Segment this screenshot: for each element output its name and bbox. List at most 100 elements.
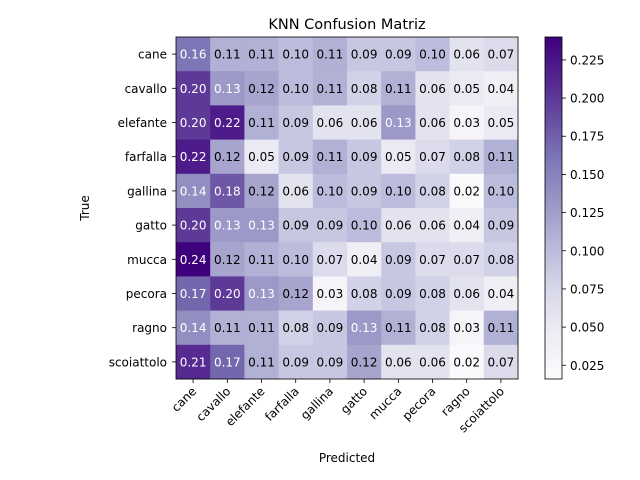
cell-value-label: 0.10 [385, 184, 412, 198]
heatmap-cell [483, 208, 519, 243]
cell-value-label: 0.09 [282, 355, 309, 369]
heatmap-cell [244, 71, 280, 106]
cell-value-label: 0.06 [385, 355, 412, 369]
x-tick-label: cane [169, 384, 199, 414]
heatmap-cell [381, 242, 416, 277]
y-tick-label: cavallo [125, 82, 167, 96]
cell-value-label: 0.06 [419, 116, 446, 130]
cell-value-label: 0.11 [248, 355, 275, 369]
cell-value-label: 0.12 [248, 82, 275, 96]
heatmap-cell [244, 139, 280, 175]
heatmap-cell [347, 173, 382, 209]
heatmap-cell [483, 310, 519, 346]
heatmap-cell [210, 71, 245, 106]
cell-value-label: 0.10 [282, 253, 309, 267]
x-tick-label: gatto [338, 384, 370, 416]
cell-value-label: 0.09 [317, 321, 344, 335]
cell-value-label: 0.20 [180, 82, 207, 96]
heatmap-cells: 0.16 0.11 0.11 0.10 0.11 0.09 0.09 0.10 0.06 0.07… [176, 37, 519, 380]
heatmap-cell [244, 276, 280, 312]
colorbar-tick-label: 0.050 [570, 321, 604, 335]
cell-value-label: 0.08 [453, 150, 480, 164]
cell-value-label: 0.07 [453, 253, 480, 267]
cell-value-label: 0.07 [419, 150, 446, 164]
heatmap-cell [415, 310, 451, 346]
cell-value-label: 0.18 [214, 184, 241, 198]
cell-value-label: 0.06 [351, 116, 378, 130]
heatmap-cell [312, 173, 348, 209]
heatmap-cell [449, 71, 485, 106]
cell-value-label: 0.09 [351, 48, 378, 62]
y-axis-label: True [78, 195, 92, 222]
y-tick-label: cane [138, 48, 167, 62]
heatmap-cell [483, 242, 519, 277]
heatmap-cell [347, 71, 382, 106]
cell-value-label: 0.13 [214, 82, 241, 96]
heatmap-cell [210, 310, 245, 346]
colorbar-ticks: 0.025 0.050 0.075 0.100 0.125 0.150 0.175 0.200… [562, 53, 604, 373]
cell-value-label: 0.09 [385, 48, 412, 62]
heatmap-cell [483, 276, 519, 312]
heatmap-cell [312, 139, 348, 175]
y-tick-label: gallina [127, 184, 167, 198]
colorbar-tick-label: 0.225 [570, 53, 604, 67]
heatmap-cell [176, 105, 211, 141]
x-axis-label: Predicted [319, 451, 375, 465]
heatmap-cell [312, 37, 348, 72]
x-tick-label: pecora [400, 384, 439, 423]
heatmap-cell [449, 37, 485, 72]
cell-value-label: 0.12 [214, 253, 241, 267]
heatmap-cell [381, 71, 416, 106]
colorbar: 0.025 0.050 0.075 0.100 0.125 0.150 0.175 0.200… [544, 36, 604, 380]
heatmap-cell [210, 344, 245, 380]
cell-value-label: 0.08 [351, 82, 378, 96]
heatmap-cell [381, 105, 416, 141]
heatmap-cell [176, 37, 211, 72]
cell-value-label: 0.12 [282, 287, 309, 301]
cell-value-label: 0.14 [180, 321, 207, 335]
heatmap-cell [244, 208, 280, 243]
cell-value-label: 0.09 [282, 219, 309, 233]
heatmap-cell [176, 344, 211, 380]
cell-value-label: 0.11 [248, 321, 275, 335]
cell-value-label: 0.06 [317, 116, 344, 130]
cell-value-label: 0.07 [488, 48, 515, 62]
heatmap-cell [278, 139, 314, 175]
plot-frame [175, 36, 519, 380]
cell-value-label: 0.11 [214, 48, 241, 62]
heatmap-cell [210, 37, 245, 72]
cell-value-label: 0.06 [453, 287, 480, 301]
cell-value-label: 0.13 [385, 116, 412, 130]
heatmap-cell [347, 344, 382, 380]
y-axis-ticks: cane cavallo elefante farfalla gallina gatto m… [109, 48, 176, 369]
heatmap-cell [176, 242, 211, 277]
cell-value-label: 0.13 [248, 219, 275, 233]
heatmap-cell [278, 71, 314, 106]
cell-value-label: 0.08 [419, 287, 446, 301]
cell-value-label: 0.21 [180, 355, 207, 369]
cell-value-label: 0.02 [453, 184, 480, 198]
cell-value-label: 0.04 [488, 287, 515, 301]
cell-value-label: 0.20 [180, 116, 207, 130]
heatmap-cell [415, 276, 451, 312]
cell-value-label: 0.11 [385, 82, 412, 96]
colorbar-tick-label: 0.075 [570, 282, 604, 296]
cell-value-label: 0.08 [488, 253, 515, 267]
heatmap-cell [278, 208, 314, 243]
heatmap-cell [449, 139, 485, 175]
cell-value-label: 0.05 [248, 150, 275, 164]
heatmap-cell [449, 344, 485, 380]
cell-value-label: 0.11 [317, 82, 344, 96]
cell-value-label: 0.16 [180, 48, 207, 62]
heatmap-cell [415, 344, 451, 380]
y-tick-label: ragno [132, 321, 167, 335]
heatmap-cell [244, 37, 280, 72]
heatmap-cell [347, 242, 382, 277]
heatmap-cell [176, 173, 211, 209]
cell-value-label: 0.11 [248, 253, 275, 267]
heatmap-cell [312, 208, 348, 243]
cell-value-label: 0.03 [453, 116, 480, 130]
heatmap-cell [415, 139, 451, 175]
heatmap-cell [278, 310, 314, 346]
cell-value-label: 0.10 [282, 82, 309, 96]
